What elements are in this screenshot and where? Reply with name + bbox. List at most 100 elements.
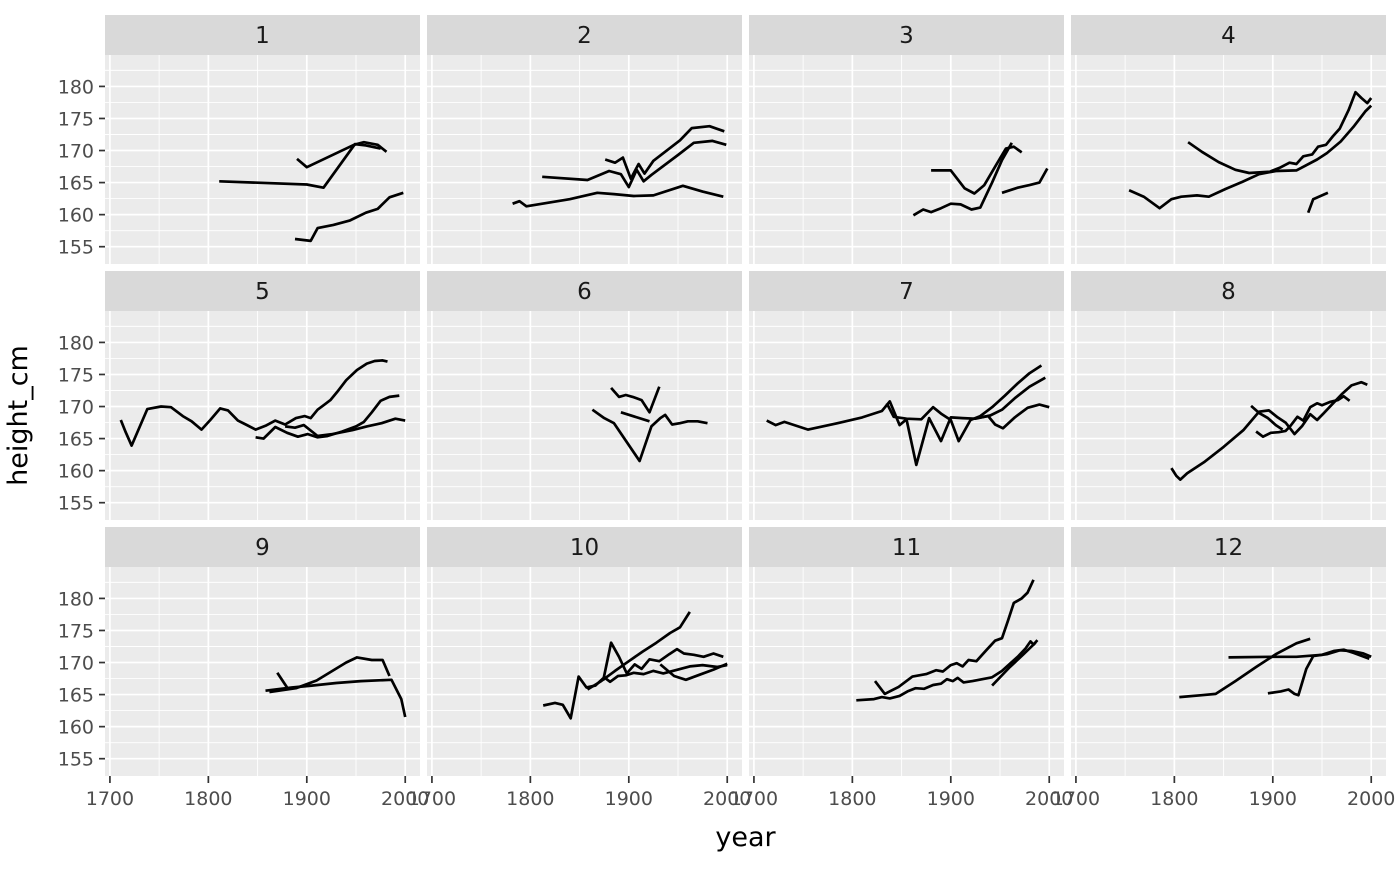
line-series-2-1 [512,184,724,208]
y-tick-label: 155 [58,237,94,259]
line-series-3-1 [931,145,1023,195]
panel-background [105,567,420,776]
line-series-8-3 [1255,394,1351,439]
facet-strip-6 [427,271,742,311]
x-tick-label: 1900 [927,788,975,810]
facet-strip-label-2: 2 [577,23,592,49]
line-series-5-3 [284,417,406,438]
facet-strip-label-1: 1 [255,23,270,49]
major-gridlines [105,55,420,264]
y-tick-label: 165 [58,685,94,707]
y-tick-label: 165 [58,429,94,451]
panel-background [1071,567,1386,776]
facet-panel-2: 2 [427,15,742,264]
x-tick-label: 1700 [86,788,134,810]
line-series-2-2 [542,139,727,189]
major-gridlines [749,55,1064,264]
panel-background [749,55,1064,264]
panel-background [1071,311,1386,520]
line-series-6-1 [610,386,661,414]
line-series-6-3 [620,411,650,423]
facet-strip-2 [427,15,742,55]
line-series-10-3 [586,611,691,691]
panel-background [1071,55,1386,264]
x-axis-title: year [715,822,776,853]
line-series-7-2 [885,364,1043,443]
line-series-3-3 [1001,167,1049,195]
panel-background [749,311,1064,520]
x-tick-label: 2000 [1347,788,1395,810]
facet-strip-label-7: 7 [899,279,914,305]
facet-strip-8 [1071,271,1386,311]
y-tick-label: 175 [58,108,94,130]
x-tick-label: 2000 [381,788,429,810]
line-series-10-4 [659,662,728,682]
major-gridlines [427,567,742,776]
line-series-7-1 [766,376,1046,467]
line-series-11-1 [873,579,1035,696]
facet-panel-10: 10 [427,527,742,776]
y-tick-label: 160 [58,717,94,739]
minor-gridlines [1071,55,1386,264]
line-series-8-1 [1170,380,1368,481]
facet-panel-4: 4 [1071,15,1386,264]
panel-background [105,55,420,264]
facet-panel-11: 11 [749,527,1064,776]
facet-panel-12: 12 [1071,527,1386,776]
facet-strip-label-10: 10 [570,535,599,561]
minor-gridlines [427,311,742,520]
facet-strip-label-9: 9 [255,535,270,561]
facet-panel-1: 1 [105,15,420,264]
facet-strip-label-5: 5 [255,279,270,305]
facet-strip-label-3: 3 [899,23,914,49]
x-tick-label: 1800 [506,788,554,810]
facet-strip-5 [105,271,420,311]
facet-panel-7: 7 [749,271,1064,520]
minor-gridlines [427,55,742,264]
x-tick-label: 1900 [605,788,653,810]
minor-gridlines [105,55,420,264]
major-gridlines [1071,567,1386,776]
major-gridlines [1071,55,1386,264]
line-series-3-2 [912,142,1013,217]
line-series-9-3 [265,678,407,718]
x-tick-label: 1700 [408,788,456,810]
major-gridlines [427,55,742,264]
facet-strip-label-11: 11 [892,535,921,561]
line-series-1-3 [294,191,404,243]
major-gridlines [105,311,420,520]
line-series-12-1 [1179,637,1311,699]
x-tick-label: 1900 [1249,788,1297,810]
line-series-12-3 [1267,648,1372,697]
y-tick-label: 155 [58,749,94,771]
y-tick-label: 165 [58,173,94,195]
facet-strip-label-12: 12 [1214,535,1243,561]
line-series-11-2 [856,639,1039,702]
x-tick-label: 2000 [1025,788,1073,810]
minor-gridlines [749,567,1064,776]
line-series-5-1 [119,359,388,447]
minor-gridlines [105,567,420,776]
x-tick-label: 1800 [828,788,876,810]
facet-strip-label-6: 6 [577,279,592,305]
y-tick-label: 170 [58,653,94,675]
line-series-6-2 [591,408,708,463]
y-tick-label: 155 [58,493,94,515]
x-tick-label: 1800 [1150,788,1198,810]
x-tick-label: 1900 [283,788,331,810]
line-series-2-3 [604,124,725,181]
facet-strip-9 [105,527,420,567]
y-tick-label: 180 [58,588,94,610]
y-tick-label: 170 [58,397,94,419]
facet-strip-7 [749,271,1064,311]
y-tick-label: 160 [58,205,94,227]
line-series-11-3 [991,641,1037,687]
facet-panel-6: 6 [427,271,742,520]
line-series-10-2 [601,641,724,681]
line-series-4-2 [1187,90,1373,175]
line-series-7-3 [980,403,1050,430]
major-gridlines [105,567,420,776]
facet-strip-3 [749,15,1064,55]
facet-panel-8: 8 [1071,271,1386,520]
